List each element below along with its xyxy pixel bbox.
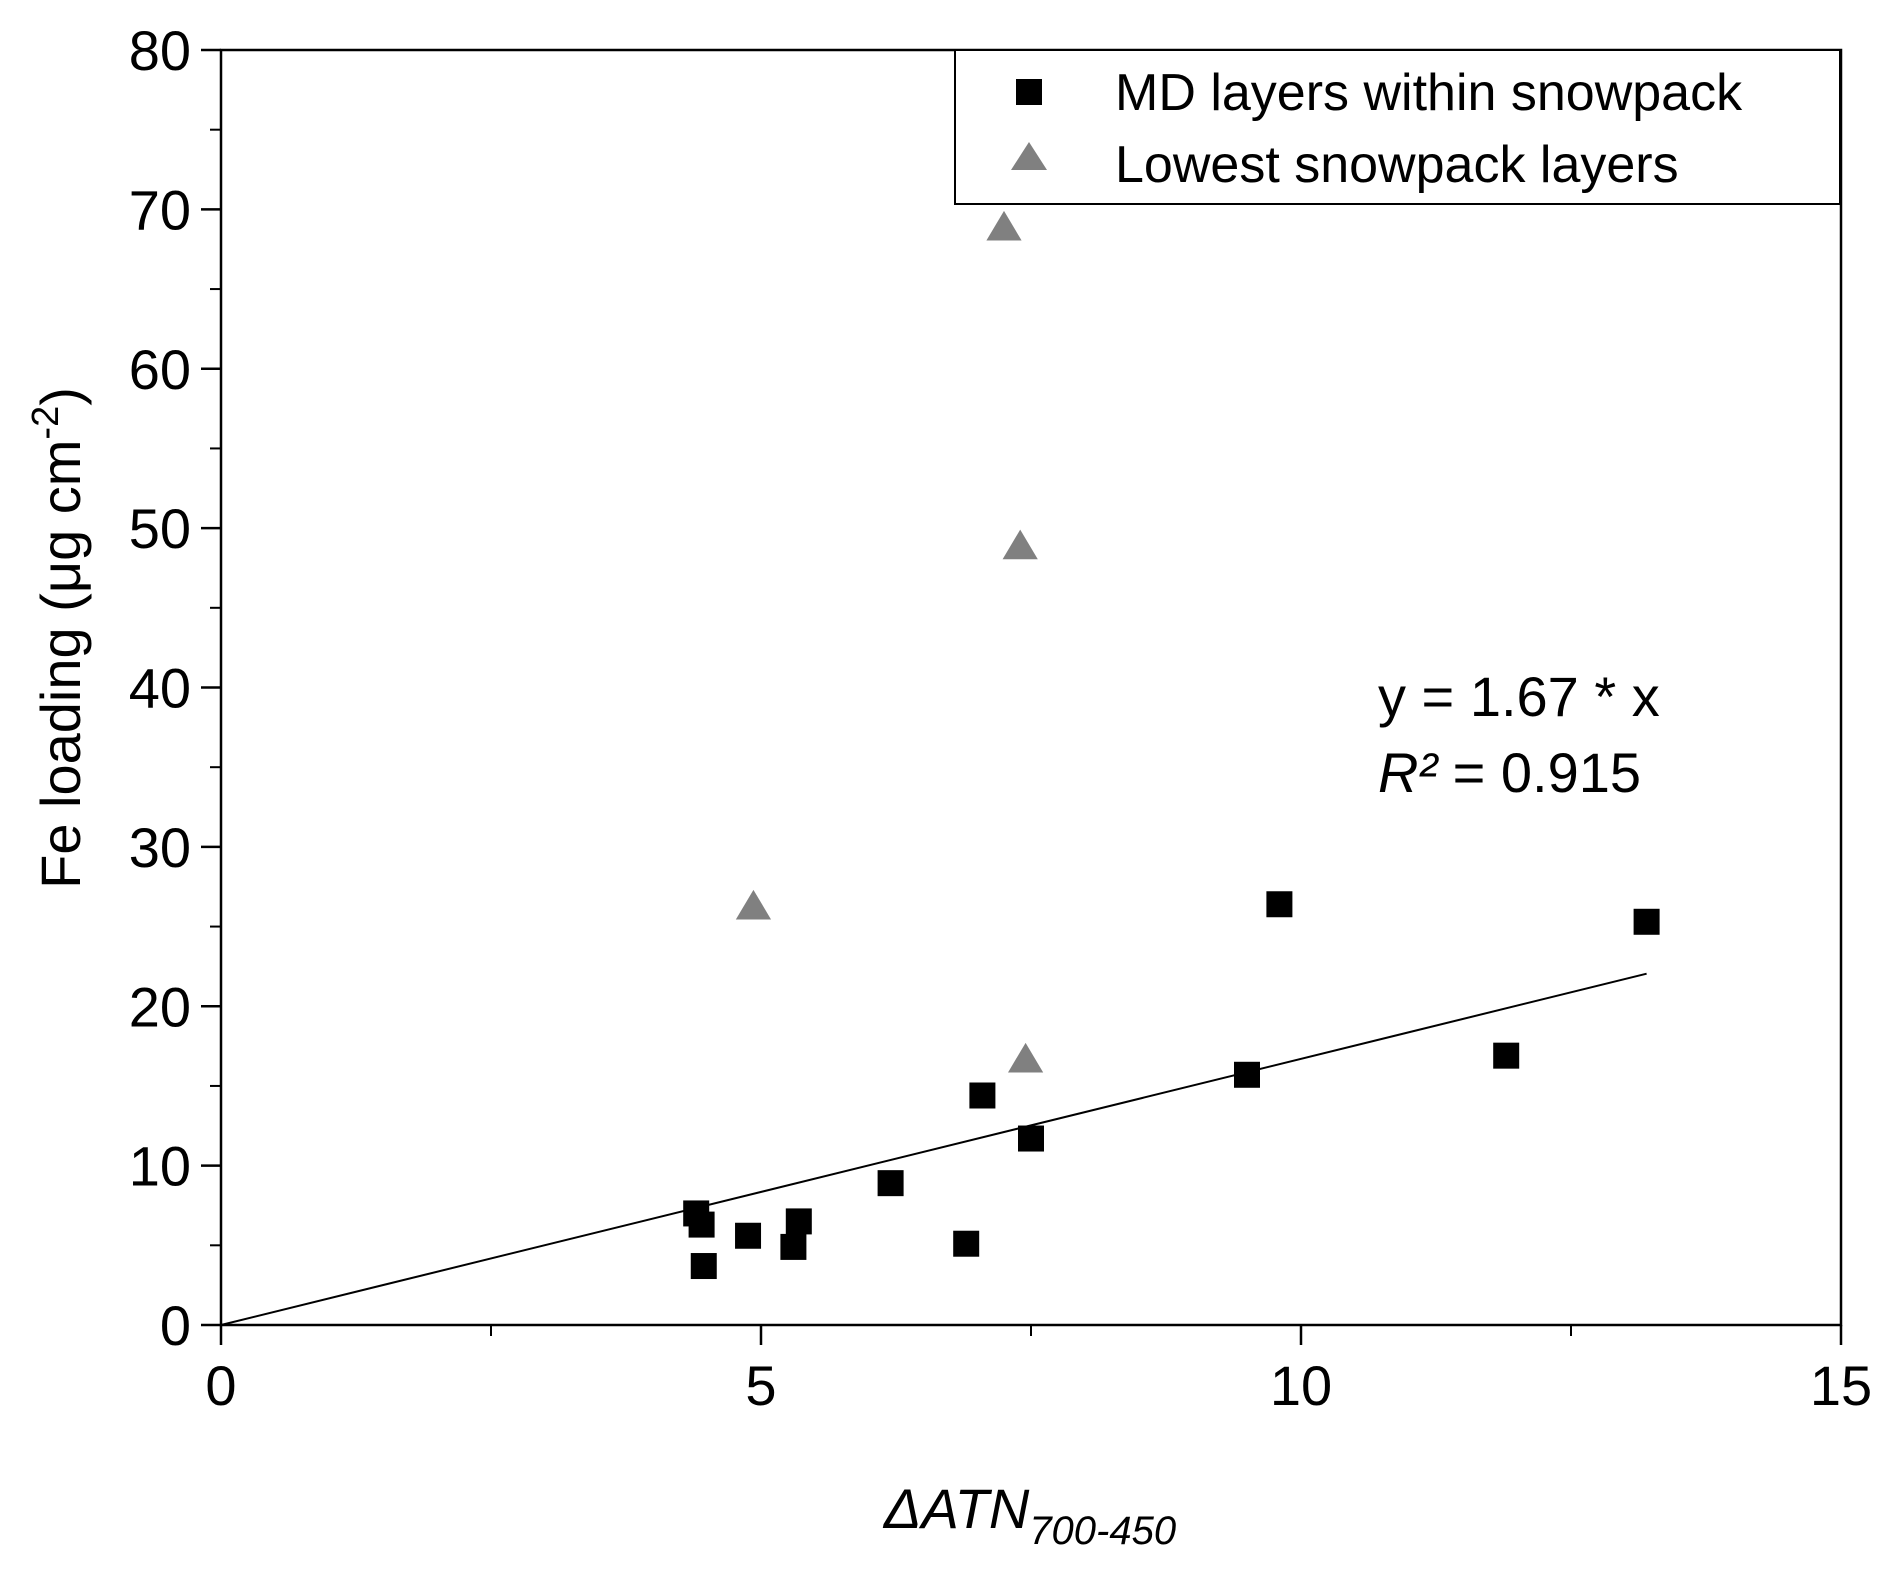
x-tick-label: 15 (1810, 1354, 1872, 1417)
legend-marker-md-layers (1016, 79, 1042, 105)
legend-box (954, 49, 1841, 205)
legend-marker-lowest-layers (1011, 142, 1047, 170)
y-tick-label: 0 (160, 1294, 191, 1357)
data-point-square (688, 1211, 715, 1238)
y-tick-label: 10 (129, 1135, 191, 1198)
x-axis-title: ΔATN700-450 (882, 1477, 1176, 1553)
y-tick-label: 30 (129, 816, 191, 879)
data-point-square (969, 1082, 996, 1109)
y-tick-label: 60 (129, 338, 191, 401)
r-squared-value: = 0.915 (1437, 741, 1641, 804)
x-axis-title-main: ΔATN (882, 1477, 1030, 1540)
data-point-square (785, 1208, 812, 1235)
fit-line-group (220, 972, 1647, 1326)
y-tick-label: 80 (129, 19, 191, 82)
data-point-square (690, 1253, 717, 1280)
x-axis-ticks: 0 5 10 15 (205, 1325, 1872, 1417)
data-point-square (1266, 891, 1293, 918)
data-point-square (877, 1170, 904, 1197)
legend-label-md-layers: MD layers within snowpack (1115, 64, 1743, 122)
data-point-triangle (735, 889, 772, 920)
y-axis-ticks: 0 10 20 30 40 50 60 70 80 (129, 19, 221, 1357)
data-point-square (1234, 1061, 1260, 1088)
data-point-square (735, 1222, 762, 1249)
fit-equation: y = 1.67 * x (1378, 665, 1660, 728)
y-tick-label: 20 (129, 975, 191, 1038)
y-tick-label: 40 (129, 657, 191, 720)
fit-line (220, 972, 1647, 1326)
data-points (683, 210, 1660, 1280)
data-point-square (1493, 1042, 1520, 1069)
y-axis-title-main: Fe loading (μg cm (29, 440, 92, 889)
data-point-square (780, 1233, 807, 1260)
y-axis-title-superscript: -2 (25, 406, 67, 440)
fit-r-squared: R² = 0.915 (1378, 741, 1641, 804)
data-point-triangle (1002, 529, 1038, 560)
y-axis-title: Fe loading (μg cm-2) (25, 387, 92, 889)
r-squared-symbol: R² (1378, 741, 1439, 804)
data-point-square (1633, 908, 1660, 935)
y-tick-label: 50 (129, 497, 191, 560)
data-point-triangle (986, 210, 1022, 241)
x-tick-label: 10 (1270, 1354, 1332, 1417)
y-axis-title-close: ) (29, 387, 92, 406)
x-tick-label: 0 (205, 1354, 236, 1417)
x-axis-title-subscript: 700-450 (1029, 1509, 1176, 1553)
x-tick-label: 5 (745, 1354, 776, 1417)
data-point-square (1018, 1125, 1044, 1152)
y-tick-label: 70 (129, 178, 191, 241)
data-point-square (953, 1230, 980, 1257)
data-point-triangle (1008, 1042, 1044, 1073)
legend: MD layers within snowpack Lowest snowpac… (954, 49, 1841, 205)
legend-label-lowest-layers: Lowest snowpack layers (1115, 136, 1679, 194)
